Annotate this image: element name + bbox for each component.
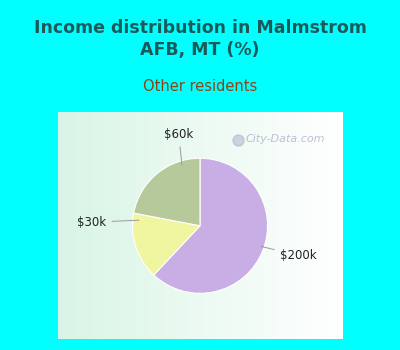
Text: $30k: $30k — [77, 216, 139, 229]
Text: Income distribution in Malmstrom
AFB, MT (%): Income distribution in Malmstrom AFB, MT… — [34, 19, 366, 60]
Text: $60k: $60k — [164, 128, 193, 165]
Wedge shape — [154, 158, 268, 293]
Wedge shape — [134, 158, 200, 226]
Text: City-Data.com: City-Data.com — [246, 134, 325, 144]
Text: $200k: $200k — [261, 246, 316, 262]
Wedge shape — [132, 213, 200, 275]
Text: Other residents: Other residents — [143, 79, 257, 94]
